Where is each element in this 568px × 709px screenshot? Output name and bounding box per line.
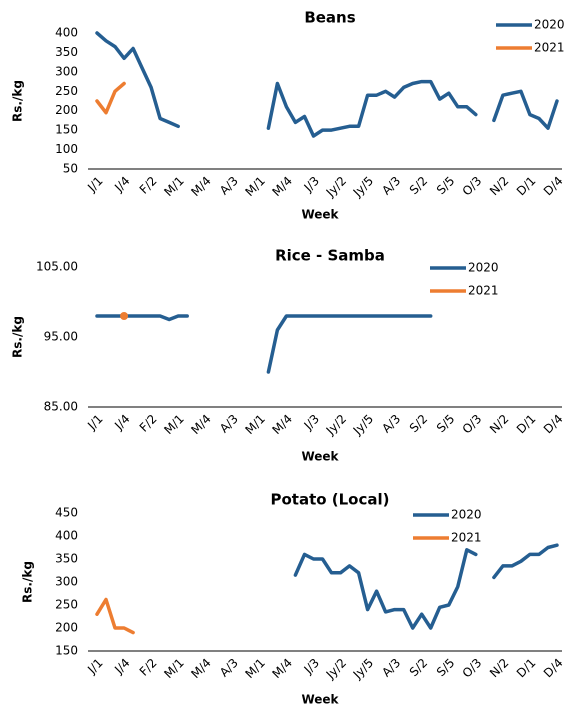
x-tick-label: M/4	[188, 174, 213, 199]
chart-title: Potato (Local)	[270, 491, 389, 509]
y-tick-label: 350	[55, 45, 78, 59]
y-tick-label: 300	[55, 575, 78, 589]
x-tick-label: S/5	[434, 412, 458, 436]
y-tick-label: 200	[55, 103, 78, 117]
x-tick-label: D/4	[541, 174, 566, 199]
x-tick-label: M/1	[242, 656, 267, 681]
y-tick-label: 250	[55, 84, 78, 98]
series-line	[95, 31, 559, 138]
x-tick-label: N/2	[487, 174, 512, 199]
x-tick-label: M/4	[188, 412, 213, 437]
y-axis-title: Rs./kg	[11, 316, 25, 358]
series-line	[95, 314, 433, 374]
x-tick-label: M/1	[242, 412, 267, 437]
y-tick-label: 250	[55, 598, 78, 612]
y-tick-label: 50	[63, 162, 78, 176]
x-tick-label: Jy/2	[323, 412, 349, 438]
x-tick-label: N/2	[487, 656, 512, 681]
x-tick-label: N/2	[487, 412, 512, 437]
x-tick-label: D/4	[541, 412, 566, 437]
x-tick-label: J/4	[111, 174, 132, 195]
y-tick-label: 400	[55, 529, 78, 543]
x-tick-label: A/3	[217, 412, 241, 436]
x-tick-label: J/3	[301, 412, 322, 433]
legend-label: 2020	[451, 508, 482, 522]
x-tick-label: A/3	[217, 656, 241, 680]
y-axis-title: Rs./kg	[11, 80, 25, 122]
y-tick-label: 200	[55, 621, 78, 635]
x-tick-label: J/4	[111, 656, 132, 677]
x-tick-label: A/3	[379, 174, 403, 198]
x-tick-label: Jy/5	[350, 656, 376, 682]
x-tick-label: O/3	[460, 412, 485, 437]
x-tick-label: Jy/2	[323, 656, 349, 682]
y-axis-title: Rs./kg	[21, 561, 35, 603]
y-tick-label: 85.00	[44, 400, 78, 414]
x-tick-label: M/1	[161, 656, 186, 681]
x-axis-title: Week	[301, 450, 339, 464]
x-tick-label: M/1	[161, 412, 186, 437]
x-axis-title: Week	[301, 208, 339, 222]
x-tick-label: M/1	[161, 174, 186, 199]
series-line	[95, 81, 126, 115]
x-tick-label: J/3	[301, 656, 322, 677]
x-tick-label: J/3	[301, 174, 322, 195]
x-tick-label: Jy/5	[350, 412, 376, 438]
x-tick-label: D/1	[514, 174, 539, 199]
chart-title: Beans	[304, 9, 355, 27]
x-tick-label: Jy/2	[323, 174, 349, 200]
x-tick-label: O/3	[460, 174, 485, 199]
y-tick-label: 105.00	[36, 260, 78, 274]
x-tick-label: M/4	[188, 656, 213, 681]
x-tick-label: M/4	[270, 656, 295, 681]
x-tick-label: D/1	[514, 656, 539, 681]
x-tick-label: J/1	[84, 412, 105, 433]
x-tick-label: D/1	[514, 412, 539, 437]
x-tick-label: O/3	[460, 656, 485, 681]
chart-title: Rice - Samba	[275, 247, 385, 265]
y-tick-label: 100	[55, 142, 78, 156]
x-tick-label: J/1	[84, 174, 105, 195]
y-tick-label: 150	[55, 644, 78, 658]
x-tick-label: F/2	[137, 174, 160, 197]
x-tick-label: S/5	[434, 656, 458, 680]
x-tick-label: S/5	[434, 174, 458, 198]
y-tick-label: 400	[55, 26, 78, 40]
y-tick-label: 95.00	[44, 330, 78, 344]
legend-label: 2020	[468, 261, 499, 275]
x-tick-label: D/4	[541, 656, 566, 681]
legend-label: 2021	[451, 531, 482, 545]
x-tick-label: S/2	[407, 412, 431, 436]
series-line	[95, 597, 135, 635]
x-tick-label: M/1	[242, 174, 267, 199]
x-tick-label: M/4	[270, 174, 295, 199]
y-tick-label: 150	[55, 123, 78, 137]
x-axis-title: Week	[301, 693, 339, 707]
x-tick-label: M/4	[270, 412, 295, 437]
x-tick-label: S/2	[407, 174, 431, 198]
x-tick-label: A/3	[379, 656, 403, 680]
y-tick-label: 450	[55, 506, 78, 520]
y-tick-label: 300	[55, 64, 78, 78]
x-tick-label: S/2	[407, 656, 431, 680]
x-tick-label: J/1	[84, 656, 105, 677]
x-tick-label: J/4	[111, 412, 132, 433]
legend-label: 2021	[534, 41, 565, 55]
x-tick-label: Jy/5	[350, 174, 376, 200]
y-tick-label: 350	[55, 552, 78, 566]
x-tick-label: A/3	[379, 412, 403, 436]
series-line	[293, 543, 559, 630]
legend-label: 2021	[468, 284, 499, 298]
x-tick-label: A/3	[217, 174, 241, 198]
x-tick-label: F/2	[137, 412, 160, 435]
point	[120, 312, 129, 320]
x-tick-label: F/2	[137, 656, 160, 679]
legend-label: 2020	[534, 18, 565, 32]
